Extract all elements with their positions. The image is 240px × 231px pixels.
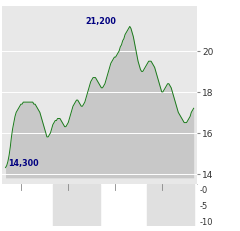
Text: 21,200: 21,200: [86, 17, 117, 26]
Bar: [147, 184, 194, 226]
Bar: [53, 184, 100, 226]
Text: 14,300: 14,300: [8, 158, 38, 167]
